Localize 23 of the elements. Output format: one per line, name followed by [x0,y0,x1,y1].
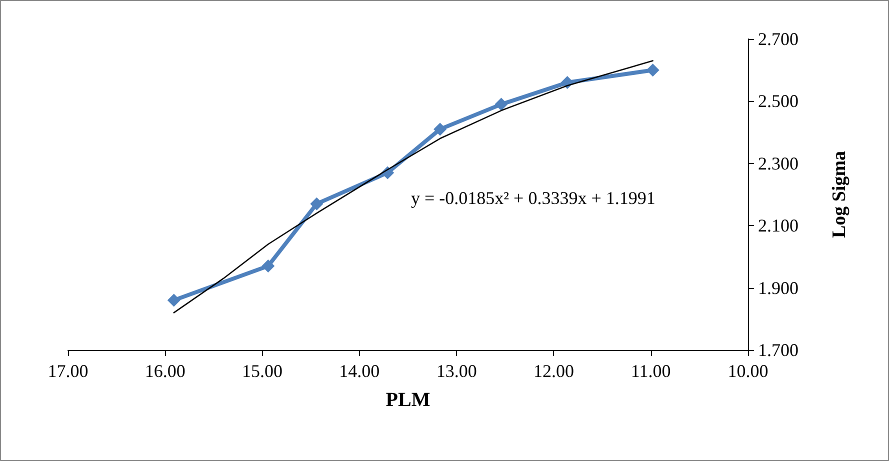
x-tick-label: 13.00 [436,361,477,381]
x-tick-label: 10.00 [728,361,768,381]
annotation: y = -0.0185x² + 0.3339x + 1.1991 [411,188,656,208]
x-tick-label: 11.00 [630,361,671,381]
y-tick-label: 1.700 [758,340,798,360]
point [167,294,180,307]
point [262,260,275,273]
x-tick-label: 14.00 [339,361,380,381]
y-tick-label: 1.900 [758,278,798,298]
x-tick-label: 16.00 [144,361,186,381]
y-tick-label: 2.100 [758,216,798,236]
point [646,64,660,77]
x-axis-title: PLM [386,389,430,411]
point [434,122,447,136]
y-tick-label: 2.500 [758,91,798,112]
y-axis-title: Log Sigma [829,150,850,238]
y-tick-label: 2.300 [758,153,798,174]
point [494,98,508,111]
point [310,197,324,210]
x-tick-label: 15.00 [242,361,283,381]
x-tick-label: 12.00 [533,361,574,381]
x-tick-label: 17.00 [48,361,88,381]
y-tick-label: 2.700 [758,29,798,49]
